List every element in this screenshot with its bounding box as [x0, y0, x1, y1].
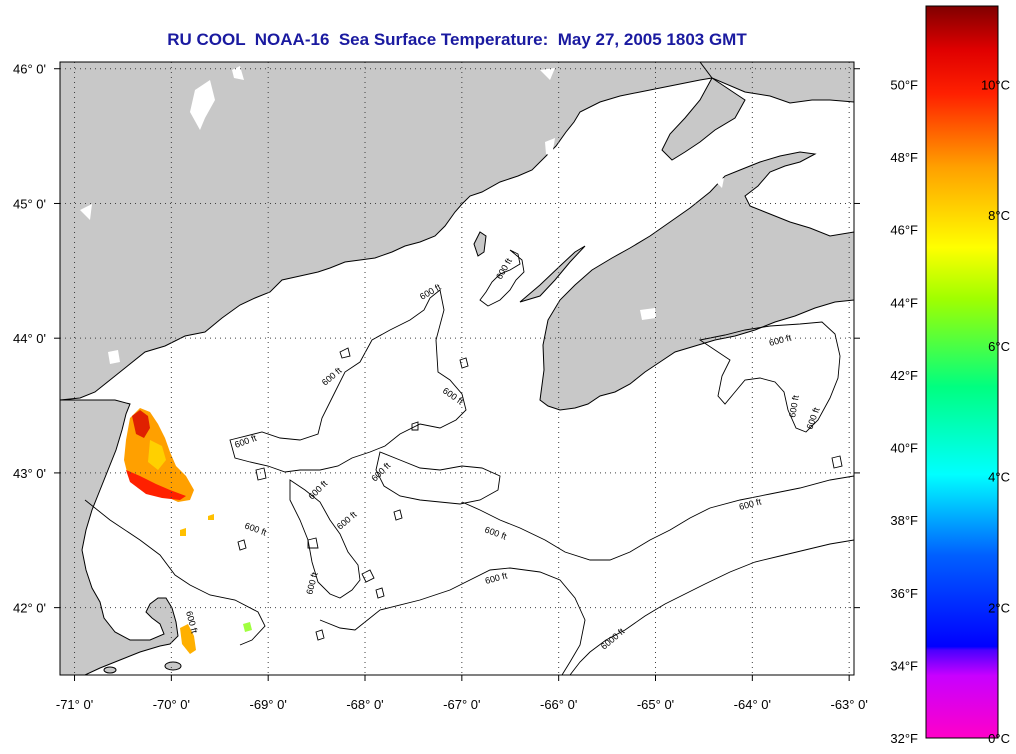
x-tick-label-4: -67° 0': [443, 697, 480, 712]
land-ns-north: [661, 77, 746, 161]
contour-6000: [569, 539, 854, 675]
sst-patch-dots: [180, 514, 214, 536]
contour-label-17: 600 ft: [787, 394, 801, 418]
colorbar-c-label-3: 6°C: [988, 339, 1010, 354]
y-tick-label-2: 44° 0': [13, 331, 46, 346]
contour-small-2: [315, 455, 843, 641]
colorbar-f-label-4: 40°F: [890, 441, 918, 456]
colorbar-f-label-8: 48°F: [890, 150, 918, 165]
contour-600-jordan: [479, 249, 525, 307]
colorbar: [925, 5, 999, 739]
land-island-1: [164, 661, 182, 671]
y-tick-label-3: 45° 0': [13, 196, 46, 211]
x-tick-label-5: -66° 0': [540, 697, 577, 712]
x-tick-label-8: -63° 0': [831, 697, 868, 712]
map-axes: -71° 0' -70° 0' -69° 0' -68° 0' -67° 0' -66° …: [13, 62, 868, 712]
lake-2: [540, 68, 555, 80]
sst-patch-maine-yellow: [148, 440, 166, 470]
y-tick-label-0: 42° 0': [13, 601, 46, 616]
contour-600-basin1: [229, 289, 467, 473]
colorbar-f-label-6: 44°F: [890, 295, 918, 310]
colorbar-labels: 32°F 34°F 36°F 38°F 40°F 42°F 44°F 46°F 48°F 50°F…: [890, 77, 1010, 746]
bathymetry-contours: [84, 249, 854, 675]
lake-6: [80, 204, 92, 220]
sst-patch-mass-green: [243, 622, 252, 632]
land-massachusetts: [60, 399, 179, 675]
graticule: [60, 62, 854, 675]
contour-600-outer: [84, 499, 586, 675]
colorbar-c-label-5: 10°C: [981, 77, 1010, 92]
colorbar-c-label-1: 2°C: [988, 600, 1010, 615]
colorbar-c-label-0: 0°C: [988, 731, 1010, 746]
contour-600-east: [698, 321, 841, 433]
land-nova-scotia: [539, 151, 854, 411]
lake-5: [545, 138, 555, 156]
land-ns-strip: [519, 245, 586, 303]
colorbar-f-label-9: 50°F: [890, 77, 918, 92]
x-tick-label-2: -69° 0': [250, 697, 287, 712]
lake-1: [190, 80, 215, 130]
colorbar-c-label-2: 4°C: [988, 470, 1010, 485]
x-tick-label-6: -65° 0': [637, 697, 674, 712]
contour-600-basin3: [375, 451, 501, 505]
sst-patch-mass: [180, 624, 196, 654]
colorbar-c-label-4: 8°C: [988, 208, 1010, 223]
contour-600-slope: [461, 475, 854, 561]
land-island-2: [103, 666, 117, 674]
x-tick-label-0: -71° 0': [56, 697, 93, 712]
land-grand-manan: [473, 231, 487, 257]
land-maine-newbrunswick: [60, 62, 854, 401]
colorbar-f-label-7: 46°F: [890, 223, 918, 238]
colorbar-f-label-0: 32°F: [890, 731, 918, 746]
contour-600-basin2: [289, 479, 361, 599]
chart-title: RU COOL NOAA-16 Sea Surface Temperature:…: [167, 30, 747, 49]
colorbar-f-label-2: 36°F: [890, 586, 918, 601]
x-tick-label-3: -68° 0': [346, 697, 383, 712]
lake-7: [714, 178, 724, 188]
lake-8: [232, 66, 244, 80]
map-frame: [59, 61, 855, 676]
colorbar-f-label-1: 34°F: [890, 658, 918, 673]
colorbar-f-label-5: 42°F: [890, 368, 918, 383]
contour-small-1: [307, 347, 469, 549]
y-tick-label-1: 43° 0': [13, 466, 46, 481]
colorbar-f-label-3: 38°F: [890, 513, 918, 528]
lake-4: [640, 308, 656, 320]
sst-patch-maine-hot: [132, 410, 150, 438]
lake-3: [108, 350, 120, 364]
y-tick-label-4: 46° 0': [13, 62, 46, 77]
contour-small-3: [237, 467, 403, 551]
x-tick-label-7: -64° 0': [734, 697, 771, 712]
x-tick-label-1: -70° 0': [153, 697, 190, 712]
